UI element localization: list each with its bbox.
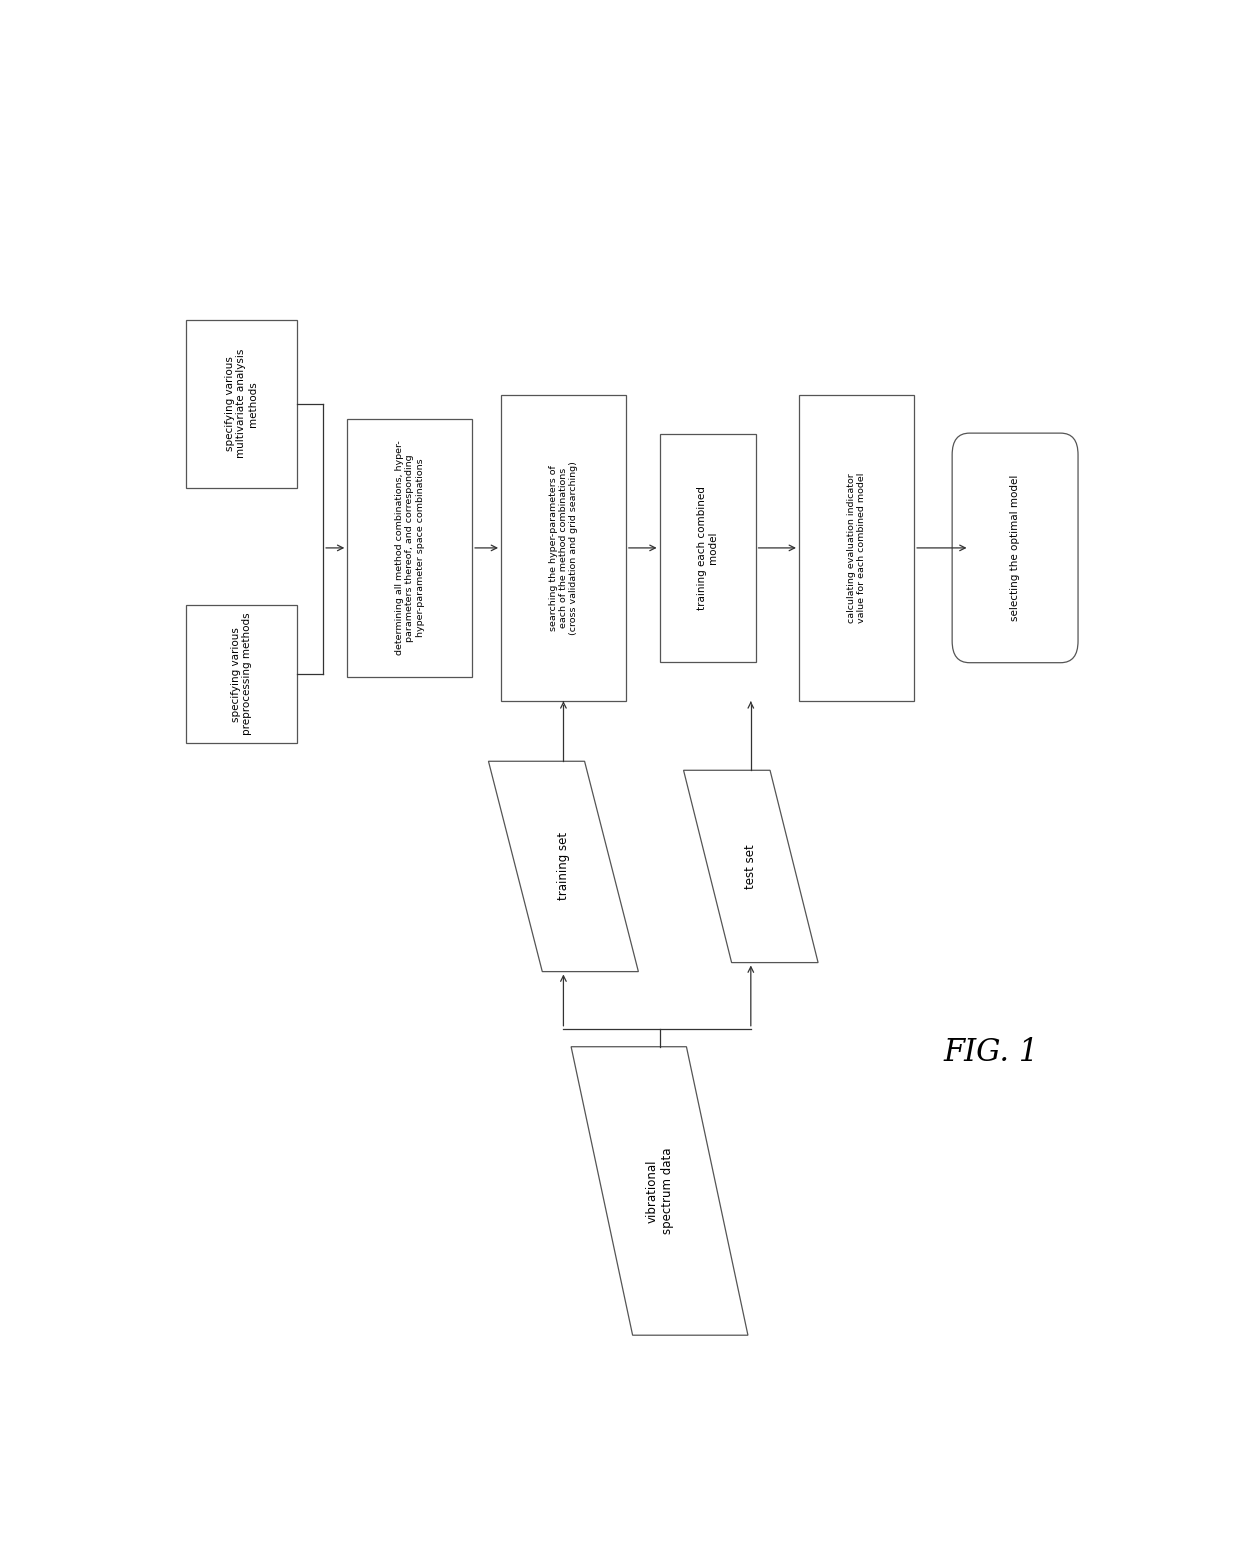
Polygon shape [683,770,818,963]
FancyBboxPatch shape [186,606,296,743]
Text: test set: test set [744,845,758,888]
FancyBboxPatch shape [952,432,1078,663]
FancyBboxPatch shape [799,395,914,701]
Text: searching the hyper-parameters of
each of the method combinations
(cross validat: searching the hyper-parameters of each o… [548,460,578,635]
Polygon shape [489,762,639,971]
FancyBboxPatch shape [660,434,755,662]
FancyBboxPatch shape [347,418,472,677]
FancyBboxPatch shape [186,320,296,487]
Text: FIG. 1: FIG. 1 [944,1037,1039,1068]
Text: specifying various
preprocessing methods: specifying various preprocessing methods [231,613,252,735]
Text: calculating evaluation indicator
value for each combined model: calculating evaluation indicator value f… [847,473,867,623]
Text: training set: training set [557,832,570,901]
Text: specifying various
multivariate analysis
methods: specifying various multivariate analysis… [224,350,258,459]
Polygon shape [572,1047,748,1335]
Text: vibrational
spectrum data: vibrational spectrum data [646,1147,673,1235]
FancyBboxPatch shape [501,395,626,701]
Text: determining all method combinations, hyper-
parameters thereof, and correspondin: determining all method combinations, hyp… [394,440,424,656]
Text: training each combined
model: training each combined model [697,485,718,610]
Text: selecting the optimal model: selecting the optimal model [1011,475,1021,621]
